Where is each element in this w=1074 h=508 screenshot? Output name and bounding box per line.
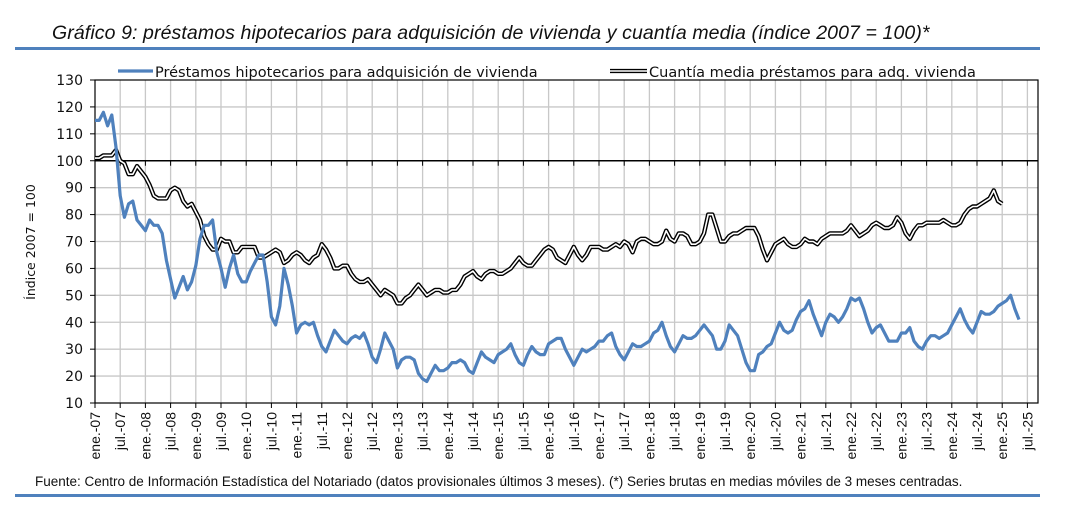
x-tick-label: jul.-25: [1019, 412, 1035, 451]
y-tick-label: 30: [65, 342, 83, 358]
axes: [90, 79, 1039, 408]
chart-title: Gráfico 9: préstamos hipotecarios para a…: [52, 22, 930, 44]
x-tick-label: jul.-08: [163, 412, 179, 451]
x-tick-label: jul.-23: [919, 412, 935, 451]
x-tick-label: jul.-18: [667, 412, 683, 451]
y-tick-label: 10: [65, 396, 83, 412]
x-tick-label: ene.-23: [893, 412, 909, 460]
plot-frame: [94, 79, 1039, 404]
x-tick-label: jul.-15: [515, 412, 531, 451]
x-tick-label: ene.-12: [339, 412, 355, 460]
y-tick-label: 70: [65, 235, 83, 251]
x-tick-labels: ene.-07 jul.-07 ene.-08 jul.-08 ene.-09 jul.-…: [87, 412, 1035, 460]
x-tick-label: ene.-14: [440, 412, 456, 460]
x-tick-label: ene.-07: [87, 412, 103, 460]
x-tick-label: ene.-13: [389, 412, 405, 460]
x-tick-label: ene.-22: [843, 412, 859, 460]
x-tick-label: ene.-24: [944, 412, 960, 460]
x-tick-label: ene.-15: [490, 412, 506, 460]
x-tick-label: jul.-14: [465, 412, 481, 451]
legend: Préstamos hipotecarios para adquisición …: [118, 65, 976, 81]
x-tick-label: ene.-21: [793, 412, 809, 460]
y-tick-label: 40: [65, 315, 83, 331]
x-tick-label: jul.-07: [112, 412, 128, 451]
x-tick-label: ene.-20: [742, 412, 758, 460]
y-axis-label: Índice 2007 = 100: [23, 184, 38, 300]
x-tick-label: ene.-08: [137, 412, 153, 460]
x-tick-label: ene.-25: [994, 412, 1010, 460]
y-tick-label: 60: [65, 261, 83, 277]
x-tick-label: jul.-22: [868, 412, 884, 451]
y-tick-label: 100: [56, 154, 83, 170]
x-tick-label: jul.-16: [566, 412, 582, 451]
x-tick-label: jul.-12: [364, 412, 380, 451]
x-tick-label: ene.-09: [188, 412, 204, 460]
legend-label-prestamos: Préstamos hipotecarios para adquisición …: [155, 65, 538, 81]
x-tick-label: ene.-19: [692, 412, 708, 460]
gridlines: [95, 80, 1038, 403]
x-tick-label: jul.-17: [616, 412, 632, 451]
source-note: Fuente: Centro de Información Estadístic…: [35, 474, 963, 489]
footer-rule: [15, 494, 1040, 497]
x-tick-label: jul.-20: [767, 412, 783, 451]
series-prestamos-hipotecarios: [95, 110, 1021, 384]
x-tick-label: ene.-10: [238, 412, 254, 460]
y-tick-label: 20: [65, 369, 83, 385]
x-tick-label: ene.-16: [541, 412, 557, 460]
x-tick-label: jul.-19: [717, 412, 733, 451]
x-tick-label: jul.-10: [263, 412, 279, 451]
x-tick-label: jul.-13: [415, 412, 431, 451]
title-underline: [15, 47, 1040, 50]
y-tick-label: 110: [56, 127, 83, 143]
x-tick-label: ene.-17: [591, 412, 607, 460]
legend-label-cuantia: Cuantía media préstamos para adq. vivien…: [649, 65, 976, 81]
x-tick-label: jul.-09: [213, 412, 229, 451]
x-tick-label: ene.-18: [641, 412, 657, 460]
y-tick-label: 90: [65, 181, 83, 197]
x-tick-label: ene.-11: [289, 412, 305, 459]
series-cuantia-media-inner: [95, 149, 1003, 305]
x-tick-label: jul.-24: [969, 412, 985, 451]
y-tick-label: 120: [56, 100, 83, 116]
y-tick-label: 130: [56, 73, 83, 89]
y-tick-labels: 10 20 30 40 50 60 70 80 90 100 110 120 130: [56, 73, 83, 412]
series-lines: [95, 110, 1021, 384]
y-tick-label: 50: [65, 288, 83, 304]
x-tick-label: jul.-21: [818, 412, 834, 451]
x-tick-label: jul.-11: [314, 412, 330, 450]
y-tick-label: 80: [65, 208, 83, 224]
